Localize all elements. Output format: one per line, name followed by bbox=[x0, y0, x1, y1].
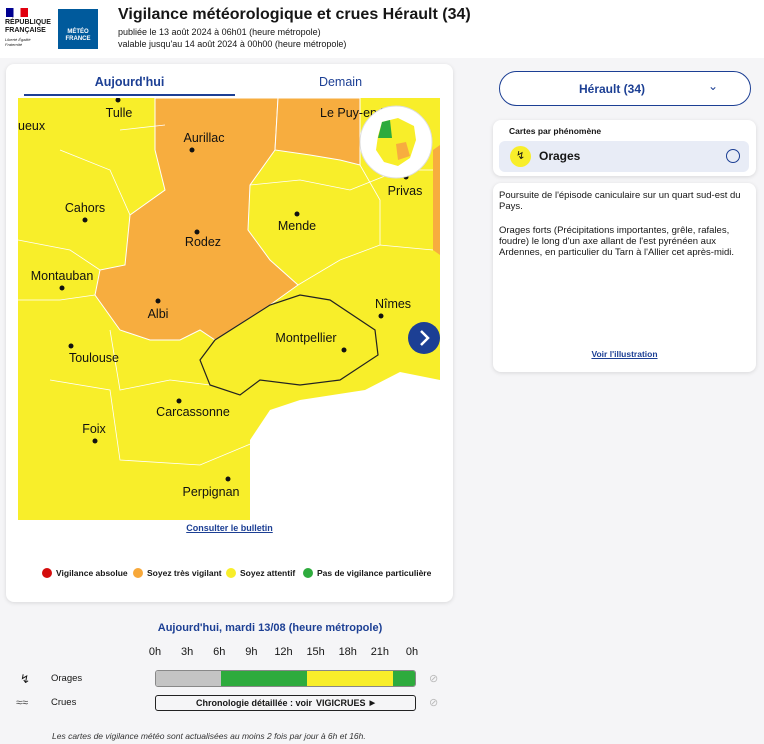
timeline-segment bbox=[393, 671, 415, 686]
row-label: Crues bbox=[51, 697, 77, 708]
city-label: Cahors bbox=[65, 201, 105, 215]
orages-icon: ↯ bbox=[510, 146, 531, 167]
legend-dot bbox=[42, 568, 52, 578]
description-card: Poursuite de l'épisode caniculaire sur u… bbox=[493, 183, 756, 372]
inset-map[interactable] bbox=[359, 105, 433, 179]
city-label: Perpignan bbox=[183, 485, 240, 499]
city-dots bbox=[59, 98, 409, 482]
city-label: Nîmes bbox=[375, 297, 411, 311]
hour-label: 9h bbox=[245, 646, 258, 658]
footnote: Les cartes de vigilance météo sont actua… bbox=[52, 731, 366, 741]
motto: Liberté Égalité Fraternité bbox=[5, 37, 31, 47]
hour-label: 21h bbox=[370, 646, 390, 658]
hour-label: 12h bbox=[274, 646, 293, 658]
header: RÉPUBLIQUE FRANÇAISE Liberté Égalité Fra… bbox=[0, 0, 764, 58]
city-label: Rodez bbox=[185, 235, 221, 249]
phenomenon-row[interactable]: ↯ Orages bbox=[499, 141, 749, 172]
next-arrow[interactable] bbox=[408, 322, 440, 354]
hour-label: 6h bbox=[213, 646, 226, 658]
crues-text: Chronologie détaillée : voir bbox=[196, 698, 313, 708]
hour-label: 15h bbox=[306, 646, 325, 658]
legend-label: Soyez très vigilant bbox=[147, 568, 222, 578]
legend-item: Vigilance absolue bbox=[42, 568, 128, 578]
chevron: ⌄ bbox=[708, 79, 719, 93]
borders bbox=[18, 124, 434, 466]
meteo-logo: MÉTÉO FRANCE bbox=[58, 9, 98, 49]
legend-label: Pas de vigilance particulière bbox=[317, 568, 432, 578]
legend-item: Soyez attentif bbox=[226, 568, 295, 578]
tab-today[interactable]: Aujourd'hui bbox=[24, 75, 235, 96]
flag bbox=[6, 8, 28, 17]
sea bbox=[250, 372, 440, 520]
hour-label: 3h bbox=[181, 646, 194, 658]
vigicrues-link[interactable]: VIGICRUES bbox=[316, 698, 366, 708]
map: Tulle Aurillac Le Puy-en-Velay ueux Caho… bbox=[18, 98, 440, 520]
orange-zone bbox=[94, 98, 299, 341]
department: Hérault (34) bbox=[578, 82, 646, 96]
legend-label: Vigilance absolue bbox=[56, 568, 128, 578]
hour-label: 0h bbox=[148, 646, 162, 658]
herault-outline bbox=[199, 294, 379, 396]
city-label: Albi bbox=[148, 307, 169, 321]
legend-item: Soyez très vigilant bbox=[133, 568, 222, 578]
city-label: Tulle bbox=[106, 106, 133, 120]
crues-icon: ≈≈ bbox=[16, 697, 29, 709]
description: Poursuite de l'épisode caniculaire sur u… bbox=[499, 190, 741, 212]
city-label: Montauban bbox=[31, 269, 94, 283]
timeline-title: Aujourd'hui, mardi 13/08 (heure métropol… bbox=[157, 622, 383, 634]
illustration-link[interactable]: Voir l'illustration bbox=[591, 349, 658, 359]
orange-zone bbox=[433, 145, 440, 255]
city-label: Toulouse bbox=[69, 351, 119, 365]
legend-item: Pas de vigilance particulière bbox=[303, 568, 431, 578]
legend-dot bbox=[303, 568, 313, 578]
legend-dot bbox=[226, 568, 236, 578]
orages-bar bbox=[155, 670, 416, 687]
city-label: ueux bbox=[18, 119, 46, 133]
city-label: Privas bbox=[388, 184, 423, 198]
phenomenon: Orages bbox=[539, 149, 581, 163]
description: Orages forts (Précipitations importantes… bbox=[499, 225, 735, 258]
hour-label: 0h bbox=[405, 646, 419, 658]
page-title: Vigilance météorologique et crues Héraul… bbox=[118, 6, 471, 23]
tab-tomorrow[interactable]: Demain bbox=[318, 75, 363, 89]
republic: RÉPUBLIQUE FRANÇAISE bbox=[5, 19, 51, 34]
legend-label: Soyez attentif bbox=[240, 568, 296, 578]
city-label: Foix bbox=[82, 422, 106, 436]
orages-icon: ↯ bbox=[20, 672, 31, 686]
city-label: Aurillac bbox=[184, 131, 225, 145]
bulletin-link[interactable]: Consulter le bulletin bbox=[186, 523, 273, 533]
orange-zone bbox=[274, 98, 361, 166]
radio[interactable] bbox=[726, 149, 740, 163]
city-label: Carcassonne bbox=[156, 405, 230, 419]
timeline-segment bbox=[156, 671, 221, 686]
vigicrues-box[interactable]: Chronologie détaillée : voir VIGICRUES ▶ bbox=[155, 695, 416, 711]
department-select[interactable]: Hérault (34) ⌄ bbox=[499, 71, 751, 106]
play-icon: ▶ bbox=[369, 700, 375, 707]
phenomena-card: Cartes par phénomène ↯ Orages bbox=[493, 120, 756, 176]
phenomena-title: Cartes par phénomène bbox=[509, 126, 602, 136]
row-label: Orages bbox=[51, 673, 83, 684]
city-label: Mende bbox=[278, 219, 316, 233]
timeline-segment bbox=[307, 671, 394, 686]
published: publiée le 13 août 2024 à 06h01 (heure m… bbox=[118, 27, 321, 37]
city-label: Montpellier bbox=[275, 331, 336, 345]
timeline-segment bbox=[220, 671, 308, 686]
legend-dot bbox=[133, 568, 143, 578]
eye-icon[interactable]: ⊘ bbox=[429, 673, 439, 685]
eye-icon[interactable]: ⊘ bbox=[429, 697, 439, 709]
hour-label: 18h bbox=[338, 646, 357, 658]
valid: valable jusqu'au 14 août 2024 à 00h00 (h… bbox=[118, 39, 347, 49]
